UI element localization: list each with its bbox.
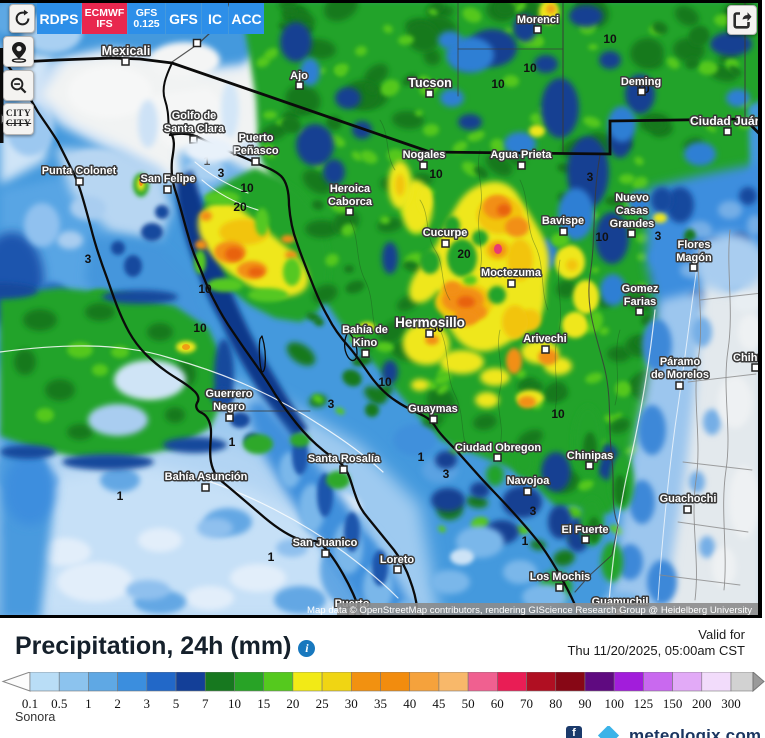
- svg-text:Cucurpe: Cucurpe: [423, 227, 468, 239]
- svg-text:Mexicali: Mexicali: [102, 44, 151, 58]
- svg-text:10: 10: [198, 282, 212, 296]
- svg-text:Nuevo: Nuevo: [615, 192, 649, 204]
- svg-text:10: 10: [240, 181, 254, 195]
- svg-text:Los Mochis: Los Mochis: [530, 571, 591, 583]
- svg-text:70: 70: [520, 696, 533, 711]
- svg-text:1: 1: [418, 450, 425, 464]
- svg-text:El Fuerte: El Fuerte: [561, 524, 608, 536]
- svg-text:45: 45: [432, 696, 445, 711]
- svg-text:Guaymas: Guaymas: [408, 403, 458, 415]
- svg-text:150: 150: [663, 696, 683, 711]
- svg-text:Peñasco: Peñasco: [233, 145, 279, 157]
- svg-text:1: 1: [85, 696, 92, 711]
- svg-text:Hermosillo: Hermosillo: [395, 315, 465, 330]
- svg-text:20: 20: [286, 696, 299, 711]
- svg-text:90: 90: [579, 696, 592, 711]
- svg-text:3: 3: [530, 504, 537, 518]
- svg-text:Moctezuma: Moctezuma: [481, 267, 542, 279]
- svg-text:Tucson: Tucson: [408, 76, 452, 90]
- svg-text:Kino: Kino: [353, 337, 378, 349]
- svg-text:San Felipe: San Felipe: [140, 173, 195, 185]
- svg-text:1: 1: [522, 534, 529, 548]
- svg-text:1: 1: [268, 550, 275, 564]
- svg-text:Loreto: Loreto: [380, 554, 415, 566]
- svg-text:5: 5: [173, 696, 180, 711]
- svg-text:7: 7: [202, 696, 209, 711]
- svg-text:Bahía de: Bahía de: [342, 324, 388, 336]
- svg-text:Negro: Negro: [213, 401, 245, 413]
- svg-text:10: 10: [429, 167, 443, 181]
- svg-text:3: 3: [587, 170, 594, 184]
- svg-text:3: 3: [328, 397, 335, 411]
- svg-text:Chinipas: Chinipas: [567, 450, 613, 462]
- svg-text:0.1: 0.1: [22, 696, 38, 711]
- svg-text:de Morelos: de Morelos: [651, 369, 709, 381]
- svg-text:Caborca: Caborca: [328, 196, 373, 208]
- svg-text:Páramo: Páramo: [660, 356, 701, 368]
- svg-text:125: 125: [634, 696, 654, 711]
- svg-text:10: 10: [595, 230, 609, 244]
- svg-text:Ajo: Ajo: [290, 70, 308, 82]
- svg-text:80: 80: [549, 696, 562, 711]
- svg-text:0.5: 0.5: [51, 696, 67, 711]
- svg-text:1: 1: [117, 489, 124, 503]
- svg-text:Ciudad Obregon: Ciudad Obregon: [455, 442, 541, 454]
- svg-text:Santa Rosalía: Santa Rosalía: [308, 453, 381, 465]
- svg-text:1: 1: [229, 435, 236, 449]
- svg-text:Flores: Flores: [677, 239, 710, 251]
- svg-text:10: 10: [551, 407, 565, 421]
- svg-text:10: 10: [378, 375, 392, 389]
- svg-text:3: 3: [144, 696, 151, 711]
- svg-text:Deming: Deming: [621, 76, 661, 88]
- svg-text:40: 40: [403, 696, 416, 711]
- svg-text:10: 10: [491, 77, 505, 91]
- svg-text:Bahía Asunción: Bahía Asunción: [165, 471, 248, 483]
- svg-text:Chihuah: Chihuah: [733, 352, 765, 364]
- svg-text:Grandes: Grandes: [610, 218, 655, 230]
- svg-text:Agua Prieta: Agua Prieta: [490, 149, 552, 161]
- svg-text:Guerrero: Guerrero: [205, 388, 252, 400]
- svg-text:Navojoa: Navojoa: [507, 475, 551, 487]
- svg-text:100: 100: [604, 696, 624, 711]
- svg-text:Morenci: Morenci: [517, 14, 559, 26]
- svg-text:3: 3: [655, 229, 662, 243]
- svg-text:Ciudad Juáre: Ciudad Juáre: [690, 114, 765, 128]
- svg-text:Casas: Casas: [616, 205, 648, 217]
- svg-text:Puerto: Puerto: [239, 132, 274, 144]
- svg-text:50: 50: [462, 696, 475, 711]
- svg-text:Magón: Magón: [676, 252, 712, 264]
- svg-text:Arivechi: Arivechi: [523, 333, 566, 345]
- svg-text:10: 10: [523, 61, 537, 75]
- svg-text:Golfo de: Golfo de: [172, 110, 217, 122]
- svg-text:300: 300: [721, 696, 741, 711]
- svg-text:Guachochi: Guachochi: [660, 493, 717, 505]
- svg-text:Punta Colonet: Punta Colonet: [42, 165, 117, 177]
- svg-text:3: 3: [443, 467, 450, 481]
- svg-text:3: 3: [218, 166, 225, 180]
- svg-text:20: 20: [457, 247, 471, 261]
- svg-text:Map data © OpenStreetMap contr: Map data © OpenStreetMap contributors, r…: [307, 605, 752, 616]
- svg-text:60: 60: [491, 696, 504, 711]
- svg-text:Nogales: Nogales: [403, 149, 446, 161]
- svg-text:Bavispe: Bavispe: [542, 215, 584, 227]
- svg-text:10: 10: [228, 696, 241, 711]
- svg-text:25: 25: [316, 696, 329, 711]
- svg-text:3: 3: [85, 252, 92, 266]
- svg-text:200: 200: [692, 696, 712, 711]
- svg-text:2: 2: [114, 696, 121, 711]
- svg-text:15: 15: [257, 696, 270, 711]
- svg-text:20: 20: [233, 200, 247, 214]
- svg-text:10: 10: [193, 321, 207, 335]
- svg-text:10: 10: [603, 32, 617, 46]
- svg-text:Santa Clara: Santa Clara: [164, 123, 225, 135]
- svg-text:30: 30: [345, 696, 358, 711]
- svg-text:San Juanico: San Juanico: [293, 537, 358, 549]
- svg-text:35: 35: [374, 696, 387, 711]
- svg-text:Gomez: Gomez: [622, 283, 659, 295]
- svg-text:Farias: Farias: [624, 296, 656, 308]
- svg-text:Heroica: Heroica: [330, 183, 371, 195]
